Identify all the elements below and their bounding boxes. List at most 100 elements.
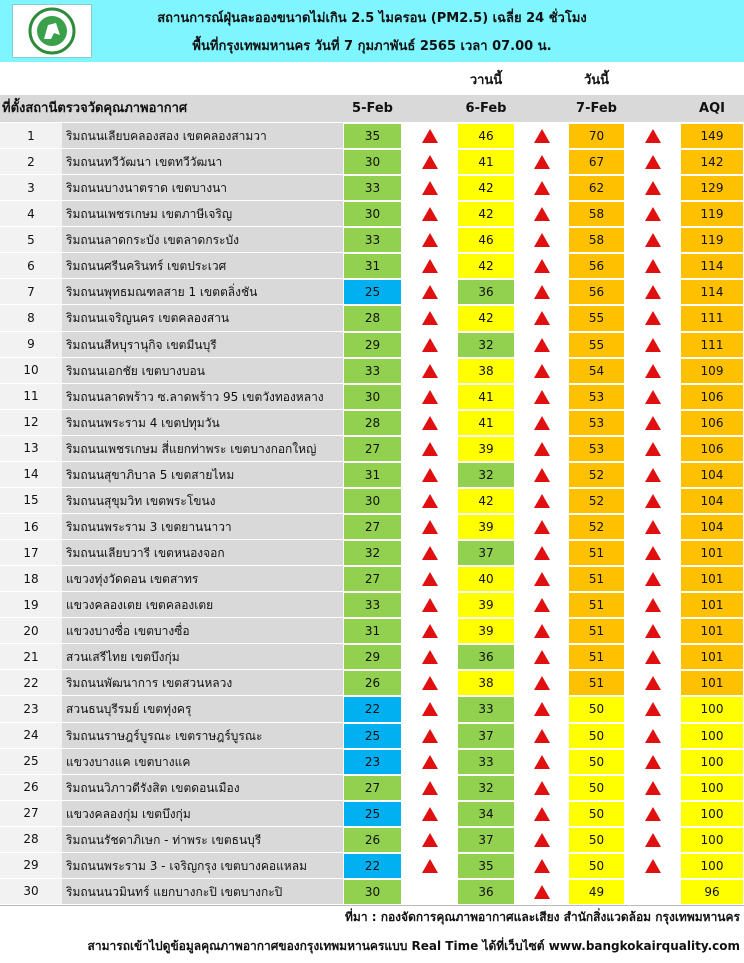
aqi-cell: 104 <box>680 514 744 541</box>
day-label: วานนี้ <box>469 72 503 88</box>
pm25-cell: 42 <box>457 175 515 202</box>
pm25-cell: 25 <box>343 279 402 306</box>
up-arrow <box>402 827 457 853</box>
pm25-cell: 54 <box>568 357 625 384</box>
up-arrow <box>402 566 457 592</box>
aqi-cell: 101 <box>680 566 744 593</box>
up-arrow <box>625 670 680 696</box>
aqi-cell: 111 <box>680 331 744 358</box>
row-number: 4 <box>0 201 62 228</box>
up-arrow <box>515 775 568 801</box>
pm25-cell: 53 <box>568 383 625 410</box>
day-label: วันนี้ <box>583 72 610 88</box>
pm25-cell: 42 <box>457 253 515 280</box>
up-arrow <box>625 410 680 436</box>
up-arrow <box>402 410 457 436</box>
pm25-cell: 31 <box>343 253 402 280</box>
pm25-cell: 33 <box>343 592 402 619</box>
pm25-cell: 29 <box>343 331 402 358</box>
up-arrow <box>402 723 457 749</box>
pm25-cell: 50 <box>568 800 625 827</box>
station-name: แขวงบางซื่อ เขตบางซื่อ <box>62 618 343 645</box>
row-number: 7 <box>0 279 62 306</box>
pm25-cell: 36 <box>457 644 515 671</box>
station-name: ริมถนนศรีนครินทร์ เขตประเวศ <box>62 253 343 280</box>
row-number: 6 <box>0 253 62 280</box>
up-arrow <box>402 384 457 410</box>
pm25-cell: 25 <box>343 800 402 827</box>
header-row-bg <box>0 95 744 122</box>
pm25-cell: 28 <box>343 409 402 436</box>
aqi-cell: 96 <box>680 878 744 905</box>
pm25-cell: 50 <box>568 722 625 749</box>
up-arrow <box>515 123 568 149</box>
row-number: 20 <box>0 618 62 645</box>
up-arrow <box>625 358 680 384</box>
up-arrow <box>625 514 680 540</box>
up-arrow <box>515 696 568 722</box>
up-arrow <box>515 410 568 436</box>
source-note: ที่มา : กองจัดการคุณภาพอากาศและเสียง สำน… <box>345 910 740 924</box>
pm25-cell: 28 <box>343 305 402 332</box>
row-number: 10 <box>0 357 62 384</box>
up-arrow <box>402 592 457 618</box>
pm25-cell: 38 <box>457 670 515 697</box>
aqi-cell: 106 <box>680 435 744 462</box>
pm25-cell: 30 <box>343 201 402 228</box>
up-arrow <box>515 201 568 227</box>
up-arrow <box>625 540 680 566</box>
up-arrow <box>402 358 457 384</box>
pm25-cell: 49 <box>568 878 625 905</box>
aqi-cell: 104 <box>680 487 744 514</box>
aqi-cell: 106 <box>680 409 744 436</box>
station-name: ริมถนนเอกชัย เขตบางบอน <box>62 357 343 384</box>
up-arrow <box>625 123 680 149</box>
column-header: 7-Feb <box>576 101 617 116</box>
up-arrow <box>625 592 680 618</box>
aqi-cell: 109 <box>680 357 744 384</box>
pm25-cell: 41 <box>457 149 515 176</box>
pm25-cell: 36 <box>457 279 515 306</box>
up-arrow <box>402 227 457 253</box>
station-name: ริมถนนเพชรเกษม เขตภาษีเจริญ <box>62 201 343 228</box>
pm25-cell: 46 <box>457 123 515 150</box>
up-arrow <box>515 853 568 879</box>
station-name: สวนเสรีไทย เขตบึงกุ่ม <box>62 644 343 671</box>
row-number: 3 <box>0 175 62 202</box>
station-name: ริมถนนรัชดาภิเษก - ท่าพระ เขตธนบุรี <box>62 826 343 853</box>
aqi-cell: 100 <box>680 800 744 827</box>
up-arrow <box>625 253 680 279</box>
up-arrow <box>515 149 568 175</box>
station-name: ริมถนนสุขุมวิท เขตพระโขนง <box>62 487 343 514</box>
aqi-cell: 101 <box>680 670 744 697</box>
pm25-cell: 38 <box>457 357 515 384</box>
aqi-cell: 100 <box>680 852 744 879</box>
station-name: ริมถนนวิภาวดีรังสิต เขตดอนเมือง <box>62 774 343 801</box>
pm25-cell: 51 <box>568 618 625 645</box>
up-arrow <box>402 853 457 879</box>
pm25-cell: 30 <box>343 149 402 176</box>
pm25-cell: 56 <box>568 279 625 306</box>
station-name: ริมถนนเพชรเกษม สี่แยกท่าพระ เขตบางกอกใหญ… <box>62 435 343 462</box>
subtitle: พื้นที่กรุงเทพมหานคร วันที่ 7 กุมภาพันธ์… <box>192 38 552 54</box>
row-number: 13 <box>0 435 62 462</box>
aqi-cell: 100 <box>680 748 744 775</box>
pm25-cell: 52 <box>568 487 625 514</box>
pm25-cell: 33 <box>457 748 515 775</box>
up-arrow <box>625 696 680 722</box>
pm25-cell: 42 <box>457 201 515 228</box>
up-arrow <box>515 827 568 853</box>
up-arrow <box>625 801 680 827</box>
logo <box>12 4 92 58</box>
up-arrow <box>625 201 680 227</box>
row-number: 15 <box>0 487 62 514</box>
aqi-cell: 149 <box>680 123 744 150</box>
aqi-cell: 100 <box>680 696 744 723</box>
pm25-cell: 37 <box>457 722 515 749</box>
pm25-cell: 27 <box>343 514 402 541</box>
row-number: 25 <box>0 748 62 775</box>
row-number: 30 <box>0 878 62 905</box>
up-arrow <box>402 670 457 696</box>
up-arrow <box>625 749 680 775</box>
up-arrow <box>515 644 568 670</box>
